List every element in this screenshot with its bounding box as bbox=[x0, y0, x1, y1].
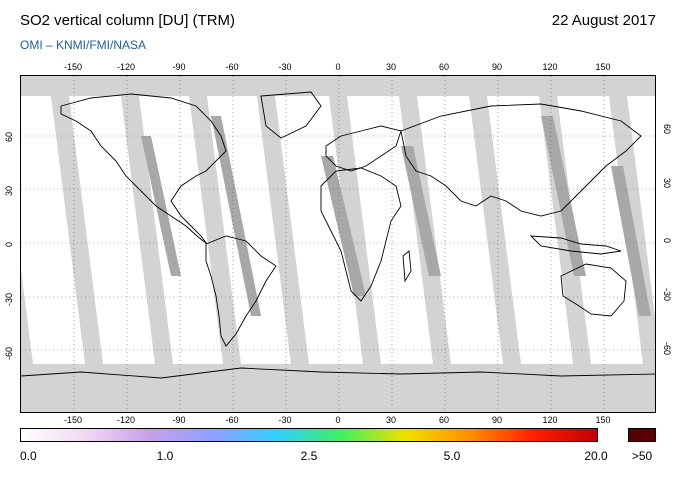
map-svg bbox=[21, 76, 655, 412]
lat-tick-label-left: 0 bbox=[4, 241, 14, 247]
lat-tick-label-left: -30 bbox=[4, 292, 14, 306]
graticule bbox=[21, 76, 655, 412]
europe-outline bbox=[325, 125, 402, 172]
lon-tick-label: -60 bbox=[225, 415, 239, 425]
over-range-swatch bbox=[628, 428, 656, 442]
coastlines bbox=[21, 91, 655, 379]
world-map bbox=[20, 75, 656, 413]
lon-tick-label: 0 bbox=[335, 62, 341, 72]
lon-tick-label: 60 bbox=[438, 415, 450, 425]
lon-tick-label: -150 bbox=[63, 62, 83, 72]
colorbar-over-label: >50 bbox=[631, 449, 653, 463]
colorbar-label: 1.0 bbox=[156, 449, 174, 463]
colorbar-label: 5.0 bbox=[443, 449, 461, 463]
lon-tick-label: -30 bbox=[278, 415, 292, 425]
lon-tick-label: 120 bbox=[542, 415, 558, 425]
colorbar-label: 0.0 bbox=[20, 449, 37, 463]
lon-tick-label: -120 bbox=[116, 62, 136, 72]
greenland-outline bbox=[260, 91, 322, 139]
lon-tick-label: -150 bbox=[63, 415, 83, 425]
colorbar-label: 20.0 bbox=[584, 449, 608, 463]
lat-tick-label-left: -60 bbox=[4, 346, 14, 360]
map-title: SO2 vertical column [DU] (TRM) bbox=[20, 12, 236, 29]
no-data-arctic bbox=[21, 76, 655, 96]
no-data-antarctic bbox=[21, 364, 655, 412]
lat-tick-label-right: -30 bbox=[662, 288, 672, 302]
australia-outline bbox=[560, 263, 627, 317]
lon-tick-label: -60 bbox=[225, 62, 239, 72]
map-date: 22 August 2017 bbox=[551, 12, 656, 29]
color-scale-bar bbox=[20, 428, 598, 442]
swath-overlaps bbox=[141, 116, 651, 316]
lon-tick-label: 120 bbox=[542, 62, 558, 72]
lon-tick-label: 30 bbox=[385, 62, 397, 72]
colorbar-label: 2.5 bbox=[300, 449, 318, 463]
lon-tick-label: 150 bbox=[595, 62, 611, 72]
lat-tick-label-right: 60 bbox=[662, 124, 672, 135]
lon-tick-label: 30 bbox=[385, 415, 397, 425]
lon-tick-label: 0 bbox=[335, 415, 341, 425]
south-america-outline bbox=[205, 235, 277, 347]
lat-tick-label-right: -60 bbox=[662, 342, 672, 356]
north-america-outline bbox=[60, 93, 227, 245]
madagascar-outline bbox=[402, 250, 412, 283]
lat-tick-label-right: 0 bbox=[662, 238, 672, 244]
lon-tick-label: 90 bbox=[491, 415, 503, 425]
lon-tick-label: 150 bbox=[595, 415, 611, 425]
antarctica-outline bbox=[21, 367, 655, 379]
data-credit: OMI – KNMI/FMI/NASA bbox=[20, 38, 147, 52]
africa-outline bbox=[320, 167, 402, 302]
lon-tick-label: -90 bbox=[172, 415, 186, 425]
indonesia-outline bbox=[529, 235, 622, 255]
lat-tick-label-right: 30 bbox=[662, 178, 672, 189]
lon-tick-label: -120 bbox=[116, 415, 136, 425]
lon-tick-label: 60 bbox=[438, 62, 450, 72]
lon-tick-label: -30 bbox=[278, 62, 292, 72]
lon-tick-label: -90 bbox=[172, 62, 186, 72]
asia-outline bbox=[400, 103, 642, 217]
lat-tick-label-left: 30 bbox=[4, 185, 14, 196]
lon-tick-label: 90 bbox=[491, 62, 503, 72]
lat-tick-label-left: 60 bbox=[4, 131, 14, 142]
